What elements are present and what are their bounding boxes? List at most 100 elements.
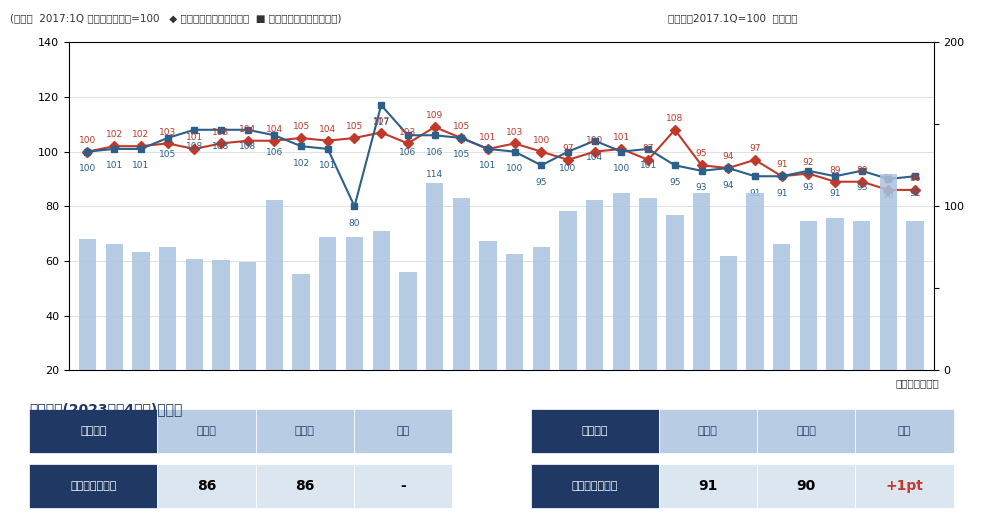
Bar — [827, 218, 843, 370]
FancyBboxPatch shape — [757, 464, 855, 508]
Text: 103: 103 — [159, 127, 176, 136]
Text: 107: 107 — [373, 116, 390, 125]
Text: 86: 86 — [197, 479, 216, 494]
Text: 108: 108 — [666, 114, 683, 123]
Text: 91: 91 — [749, 189, 761, 198]
FancyBboxPatch shape — [256, 409, 354, 453]
Text: 103: 103 — [399, 127, 417, 136]
Bar — [880, 174, 897, 370]
Bar — [105, 244, 123, 370]
Text: 105: 105 — [293, 122, 310, 131]
Text: 變動: 變動 — [396, 426, 410, 436]
Bar — [533, 248, 550, 370]
Text: 89: 89 — [830, 166, 840, 175]
Text: （年度・季度）: （年度・季度） — [895, 378, 939, 388]
Text: 平均成交: 平均成交 — [81, 426, 106, 436]
Text: 97: 97 — [749, 144, 761, 153]
Text: 101: 101 — [612, 133, 630, 142]
FancyBboxPatch shape — [531, 464, 659, 508]
Text: 100: 100 — [533, 136, 550, 145]
Bar — [79, 239, 96, 370]
Text: 89: 89 — [856, 166, 868, 175]
Text: 106: 106 — [265, 148, 283, 157]
Bar — [265, 200, 283, 370]
FancyBboxPatch shape — [256, 464, 354, 508]
Text: 上一季: 上一季 — [796, 426, 816, 436]
Text: 101: 101 — [186, 133, 202, 142]
Text: 108: 108 — [186, 142, 202, 151]
Bar — [452, 198, 470, 370]
Text: （指數：2017.1Q=100  成交量）: （指數：2017.1Q=100 成交量） — [668, 13, 798, 23]
Text: 100: 100 — [79, 164, 96, 173]
FancyBboxPatch shape — [157, 409, 256, 453]
Text: 100: 100 — [559, 164, 577, 173]
Bar — [640, 198, 657, 370]
Bar — [346, 238, 363, 370]
Text: 102: 102 — [133, 130, 149, 139]
Bar — [373, 231, 390, 370]
Bar — [239, 262, 257, 370]
Bar — [773, 244, 790, 370]
Bar — [292, 273, 310, 370]
Bar — [133, 252, 149, 370]
Bar — [906, 221, 924, 370]
FancyBboxPatch shape — [29, 464, 157, 508]
Text: 90: 90 — [796, 479, 816, 494]
Text: 平均銷售: 平均銷售 — [582, 426, 607, 436]
FancyBboxPatch shape — [855, 464, 954, 508]
FancyBboxPatch shape — [354, 409, 452, 453]
Text: 91: 91 — [776, 160, 787, 169]
FancyBboxPatch shape — [531, 409, 659, 453]
Text: 102: 102 — [105, 130, 123, 139]
Text: 100: 100 — [586, 136, 604, 145]
Text: 上一季: 上一季 — [295, 426, 315, 436]
Text: 表面投資報酬率: 表面投資報酬率 — [70, 481, 117, 491]
Text: 105: 105 — [452, 122, 470, 131]
Text: 101: 101 — [480, 133, 496, 142]
Text: -: - — [400, 479, 406, 494]
Text: 與上一期(2023年第4季度)的比較: 與上一期(2023年第4季度)的比較 — [29, 403, 183, 416]
Text: 102: 102 — [293, 159, 310, 168]
Bar — [800, 221, 817, 370]
Bar — [319, 238, 336, 370]
Text: 97: 97 — [643, 144, 654, 153]
Bar — [480, 241, 496, 370]
Text: 91: 91 — [776, 189, 787, 198]
Text: 105: 105 — [159, 150, 176, 159]
Text: +1pt: +1pt — [886, 479, 923, 494]
Bar — [426, 184, 443, 370]
Text: 105: 105 — [346, 122, 363, 131]
Text: 90: 90 — [883, 191, 895, 200]
Text: 94: 94 — [723, 152, 734, 161]
Bar — [586, 200, 604, 370]
Text: 95: 95 — [536, 178, 548, 187]
FancyBboxPatch shape — [659, 409, 757, 453]
Text: 101: 101 — [480, 161, 496, 170]
Bar — [212, 260, 230, 370]
Text: 86: 86 — [909, 174, 921, 183]
Text: 101: 101 — [640, 161, 657, 170]
Bar — [159, 248, 176, 370]
Bar — [612, 193, 630, 370]
Text: 106: 106 — [426, 148, 443, 157]
Text: 114: 114 — [426, 170, 443, 179]
Text: 本季度: 本季度 — [197, 426, 216, 436]
Text: 100: 100 — [506, 164, 523, 173]
Text: 91: 91 — [830, 189, 840, 198]
FancyBboxPatch shape — [354, 464, 452, 508]
Text: 97: 97 — [562, 144, 574, 153]
Bar — [853, 221, 870, 370]
FancyBboxPatch shape — [855, 409, 954, 453]
Text: 92: 92 — [803, 158, 814, 167]
Text: 103: 103 — [212, 127, 230, 136]
FancyBboxPatch shape — [659, 464, 757, 508]
Text: 93: 93 — [696, 183, 708, 192]
Text: 80: 80 — [349, 219, 360, 228]
Text: 95: 95 — [696, 149, 708, 158]
Text: 105: 105 — [452, 150, 470, 159]
Text: 108: 108 — [239, 142, 257, 151]
Text: 93: 93 — [856, 183, 868, 192]
Text: 106: 106 — [399, 148, 417, 157]
Bar — [746, 193, 764, 370]
Text: 104: 104 — [319, 125, 336, 134]
